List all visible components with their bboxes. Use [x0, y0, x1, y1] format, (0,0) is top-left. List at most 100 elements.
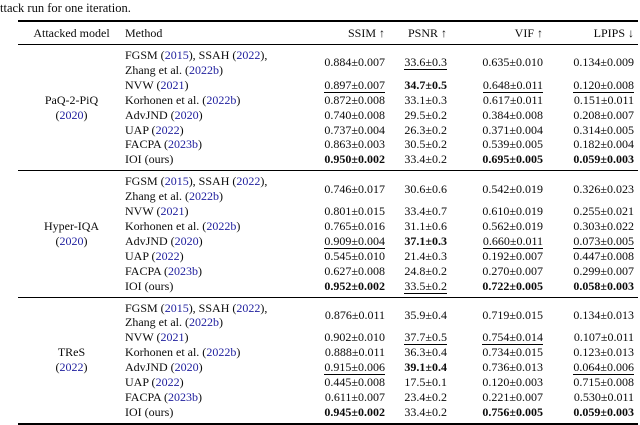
citation-link[interactable]: 2015	[164, 300, 189, 315]
col-header-psnr: PSNR ↑	[407, 25, 447, 40]
table-row: NVW (2021) 0.902±0.010 37.7±0.5 0.754±0.014…	[18, 330, 638, 346]
ssim-value: 0.627±0.008	[324, 263, 385, 278]
ssim-value: 0.765±0.016	[324, 218, 385, 233]
psnr-value: 26.3±0.2	[404, 122, 447, 137]
citation-link[interactable]: 2023b	[168, 137, 199, 152]
ssim-value: 0.884±0.007	[324, 55, 385, 70]
method-cell: IOI (ours)	[125, 404, 174, 419]
table-row: UAP (2022) 0.445±0.008 17.5±0.1 0.120±0.003…	[18, 375, 638, 390]
citation-link[interactable]: 2020	[174, 107, 199, 122]
lpips-value: 0.255±0.021	[573, 204, 634, 219]
ssim-value: 0.801±0.015	[324, 204, 385, 219]
citation-link[interactable]: 2022	[59, 360, 84, 375]
citation-link[interactable]: 2020	[59, 107, 84, 122]
citation-link[interactable]: 2022b	[188, 315, 219, 330]
citation-link[interactable]: 2021	[160, 77, 185, 92]
method-cell: UAP (2022)	[125, 375, 184, 390]
method-cell: UAP (2022)	[125, 122, 184, 137]
method-cell: FGSM (2015), SSAH (2022), Zhang et al. (2…	[125, 300, 268, 330]
ssim-value: 0.872±0.008	[324, 92, 385, 107]
vif-value: 0.754±0.014	[482, 330, 543, 346]
lpips-value: 0.530±0.011	[573, 389, 634, 404]
table-caption-fragment: ttack run for one iteration.	[0, 1, 131, 15]
citation-link[interactable]: 2021	[160, 204, 185, 219]
citation-link[interactable]: 2022b	[188, 189, 219, 204]
attacked-model-cell: PaQ-2-PiQ (2020)	[44, 92, 99, 122]
citation-link[interactable]: 2023b	[168, 263, 199, 278]
vif-value: 0.660±0.011	[482, 233, 543, 249]
table-row: AdvJND (2020) 0.909±0.004 37.1±0.3 0.660±0.…	[18, 233, 638, 249]
table-row: UAP (2022) 0.737±0.004 26.3±0.2 0.371±0.004…	[18, 123, 638, 138]
vif-value: 0.610±0.019	[482, 204, 543, 219]
vif-value: 0.756±0.005	[482, 404, 543, 419]
psnr-value: 33.4±0.2	[404, 404, 447, 419]
lpips-value: 0.120±0.008	[573, 77, 634, 93]
table-row: AdvJND (2020) 0.915±0.006 39.1±0.4 0.736±0.…	[18, 360, 638, 376]
table-row: AdvJND (2020) 0.740±0.008 29.5±0.2 0.384±0.…	[18, 108, 638, 123]
citation-link[interactable]: 2015	[164, 174, 189, 189]
vif-value: 0.635±0.010	[482, 55, 543, 70]
method-cell: FGSM (2015), SSAH (2022), Zhang et al. (2…	[125, 48, 268, 77]
psnr-value: 37.7±0.5	[404, 330, 447, 346]
psnr-value: 33.5±0.2	[404, 278, 447, 294]
vif-value: 0.719±0.015	[482, 307, 543, 322]
ssim-value: 0.902±0.010	[324, 330, 385, 345]
citation-link[interactable]: 2023b	[168, 389, 199, 404]
ssim-value: 0.863±0.003	[324, 137, 385, 152]
method-cell: FGSM (2015), SSAH (2022), Zhang et al. (2…	[125, 174, 268, 204]
lpips-value: 0.064±0.006	[573, 360, 634, 376]
table-bottom-rule	[18, 422, 638, 425]
citation-link[interactable]: 2022	[236, 48, 261, 62]
table-row: IOI (ours) 0.945±0.002 33.4±0.2 0.756±0.005…	[18, 405, 638, 420]
table-row: FGSM (2015), SSAH (2022), Zhang et al. (2…	[18, 174, 638, 204]
lpips-value: 0.314±0.005	[573, 122, 634, 137]
psnr-value: 33.6±0.3	[404, 55, 447, 71]
table-row: NVW (2021) 0.801±0.015 33.4±0.7 0.610±0.019…	[18, 204, 638, 219]
vif-value: 0.371±0.004	[482, 122, 543, 137]
vif-value: 0.542±0.019	[482, 181, 543, 196]
citation-link[interactable]: 2022	[155, 122, 180, 137]
method-cell: AdvJND (2020)	[125, 360, 203, 375]
method-cell: FACPA (2023b)	[125, 389, 203, 404]
citation-link[interactable]: 2020	[174, 233, 199, 248]
lpips-value: 0.073±0.005	[573, 233, 634, 249]
method-cell: IOI (ours)	[125, 278, 174, 293]
vif-value: 0.736±0.013	[482, 360, 543, 375]
method-cell: IOI (ours)	[125, 152, 174, 167]
ssim-value: 0.740±0.008	[324, 107, 385, 122]
citation-link[interactable]: 2022b	[206, 92, 237, 107]
vif-value: 0.384±0.008	[482, 107, 543, 122]
citation-link[interactable]: 2015	[164, 48, 189, 62]
group-separator-rule	[18, 296, 638, 298]
ssim-value: 0.945±0.002	[324, 404, 385, 419]
citation-link[interactable]: 2021	[160, 330, 185, 345]
table-top-rule	[18, 20, 638, 22]
citation-link[interactable]: 2020	[174, 360, 199, 375]
citation-link[interactable]: 2022b	[206, 345, 237, 360]
method-cell: UAP (2022)	[125, 248, 184, 263]
table-row: Korhonen et al. (2022b) 0.888±0.011 36.3±0…	[18, 345, 638, 360]
ssim-value: 0.445±0.008	[324, 375, 385, 390]
ssim-value: 0.915±0.006	[324, 360, 385, 376]
lpips-value: 0.182±0.004	[573, 137, 634, 152]
table-row: FGSM (2015), SSAH (2022), Zhang et al. (2…	[18, 301, 638, 331]
vif-value: 0.221±0.007	[482, 389, 543, 404]
citation-link[interactable]: 2022b	[206, 218, 237, 233]
citation-link[interactable]: 2022	[236, 300, 261, 315]
method-cell: NVW (2021)	[125, 204, 189, 219]
lpips-value: 0.123±0.013	[573, 345, 634, 360]
ssim-value: 0.909±0.004	[324, 233, 385, 249]
lpips-value: 0.059±0.003	[573, 404, 634, 419]
citation-link[interactable]: 2020	[59, 233, 84, 248]
table-row: IOI (ours) 0.950±0.002 33.4±0.2 0.695±0.005…	[18, 152, 638, 167]
citation-link[interactable]: 2022	[155, 375, 180, 390]
citation-link[interactable]: 2022	[236, 174, 261, 189]
table-header-row: Attacked model Method SSIM ↑ PSNR ↑ VIF …	[18, 22, 638, 44]
citation-link[interactable]: 2022b	[188, 62, 219, 77]
citation-link[interactable]: 2022	[155, 248, 180, 263]
ssim-value: 0.888±0.011	[324, 345, 385, 360]
table-row: Korhonen et al. (2022b) 0.765±0.016 31.1±0…	[18, 219, 638, 234]
table-row: UAP (2022) 0.545±0.010 21.4±0.3 0.192±0.007…	[18, 249, 638, 264]
psnr-value: 21.4±0.3	[404, 248, 447, 263]
psnr-value: 37.1±0.3	[404, 233, 447, 248]
